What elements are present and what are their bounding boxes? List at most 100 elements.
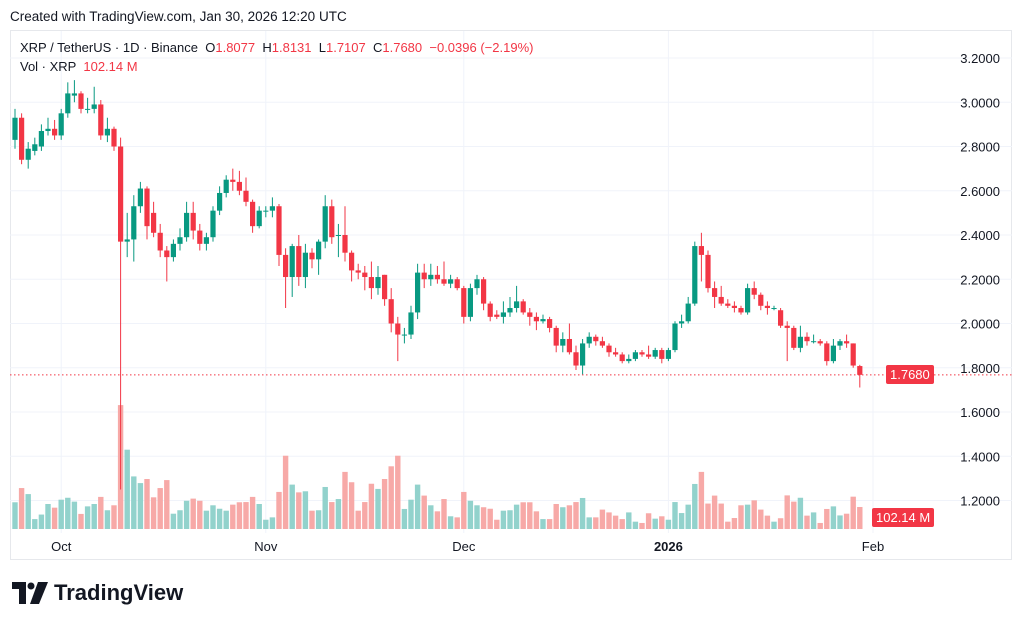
candle-body xyxy=(797,336,803,348)
candle-body xyxy=(659,350,665,359)
candle-body xyxy=(639,352,645,355)
legend-open-label: O xyxy=(205,40,216,55)
volume-bar xyxy=(98,496,104,529)
chart-pane[interactable] xyxy=(10,30,1012,560)
volume-bar xyxy=(223,510,229,529)
candle-body xyxy=(98,104,104,136)
volume-bar xyxy=(843,513,850,529)
candle-body xyxy=(375,277,381,289)
volume-bar xyxy=(540,519,546,529)
candle-body xyxy=(217,192,223,211)
volume-bar xyxy=(434,511,441,529)
candle-body xyxy=(401,334,407,336)
volume-bar xyxy=(315,510,322,529)
candle-body xyxy=(632,352,638,359)
volume-bar xyxy=(309,510,315,529)
price-tick-label: 1.6000 xyxy=(960,405,1000,420)
time-tick-label: Nov xyxy=(254,539,278,554)
candle-body xyxy=(388,299,394,324)
volume-bar xyxy=(487,508,493,529)
candle-body xyxy=(38,131,44,147)
candle-body xyxy=(725,303,731,306)
volume-bar xyxy=(71,501,78,529)
volume-bar xyxy=(751,500,757,529)
volume-bar xyxy=(65,497,71,529)
volume-bar xyxy=(612,515,619,529)
volume-bar xyxy=(91,504,97,529)
candle-body xyxy=(151,212,157,233)
volume-bar xyxy=(144,479,150,529)
candle-body xyxy=(71,93,77,96)
volume-bar xyxy=(197,500,203,529)
price-tick-label: 3.0000 xyxy=(960,95,1000,110)
volume-bar xyxy=(362,502,368,529)
volume-bar xyxy=(282,455,289,529)
candle-body xyxy=(144,188,150,227)
candle-body xyxy=(672,323,678,351)
candle-body xyxy=(256,210,262,227)
volume-bar xyxy=(718,503,724,529)
candle-body xyxy=(91,104,97,109)
volume-bar xyxy=(236,502,243,529)
candle-body xyxy=(580,343,586,366)
legend-high-label: H xyxy=(262,40,272,55)
legend-open: 1.8077 xyxy=(215,40,256,55)
candle-body xyxy=(705,254,711,289)
volume-bar xyxy=(137,483,144,529)
volume-bar xyxy=(441,499,447,529)
candle-body xyxy=(718,296,724,304)
candle-body xyxy=(547,319,553,328)
volume-bar xyxy=(791,501,797,529)
volume-bar xyxy=(388,466,394,529)
candle-body xyxy=(646,354,652,357)
volume-bar xyxy=(817,522,823,529)
volume-bar xyxy=(177,510,183,529)
volume-bar xyxy=(368,483,375,529)
price-tick-label: 2.4000 xyxy=(960,228,1000,243)
candle-body xyxy=(626,358,632,362)
candle-body xyxy=(731,305,737,309)
candle-body xyxy=(316,241,322,260)
volume-bar xyxy=(269,517,276,529)
candle-body xyxy=(751,288,757,295)
tradingview-logo[interactable]: TradingView xyxy=(12,580,183,606)
candle-body xyxy=(197,230,203,244)
volume-bar xyxy=(348,482,355,529)
volume-bar xyxy=(797,497,804,529)
volume-bar xyxy=(12,502,18,529)
volume-bar xyxy=(342,471,348,529)
candle-body xyxy=(500,312,506,317)
volume-bar xyxy=(698,471,705,529)
candle-body xyxy=(441,279,447,284)
volume-bar xyxy=(784,495,790,529)
volume-bar xyxy=(744,504,751,529)
volume-bar xyxy=(467,500,474,529)
volume-bar xyxy=(210,505,216,529)
legend-volume-label[interactable]: Vol · XRP xyxy=(20,59,77,74)
candle-body xyxy=(804,336,810,342)
candle-body xyxy=(52,128,58,136)
volume-bar xyxy=(573,502,579,529)
volume-bar xyxy=(725,521,731,529)
volume-bar xyxy=(302,491,309,529)
volume-bar xyxy=(289,484,295,529)
last-volume-badge: 102.14 M xyxy=(872,508,935,527)
volume-bar xyxy=(32,519,38,529)
candle-body xyxy=(283,254,289,278)
candle-body xyxy=(223,179,229,193)
volume-bar xyxy=(824,508,830,529)
candle-body xyxy=(593,336,599,342)
volume-bar xyxy=(857,506,863,529)
legend-symbol[interactable]: XRP / TetherUS · 1D · Binance xyxy=(20,40,198,55)
legend-close-label: C xyxy=(372,40,383,55)
volume-bar xyxy=(355,510,361,529)
candle-body xyxy=(613,352,619,355)
candle-body xyxy=(520,301,526,313)
candle-body xyxy=(395,323,401,335)
volume-bar xyxy=(566,505,573,529)
candle-body xyxy=(679,321,685,324)
volume-bar xyxy=(619,519,625,529)
volume-bar xyxy=(428,505,434,529)
legend-ohlc-row: XRP / TetherUS · 1D · Binance O1.8077 H1… xyxy=(20,38,533,57)
